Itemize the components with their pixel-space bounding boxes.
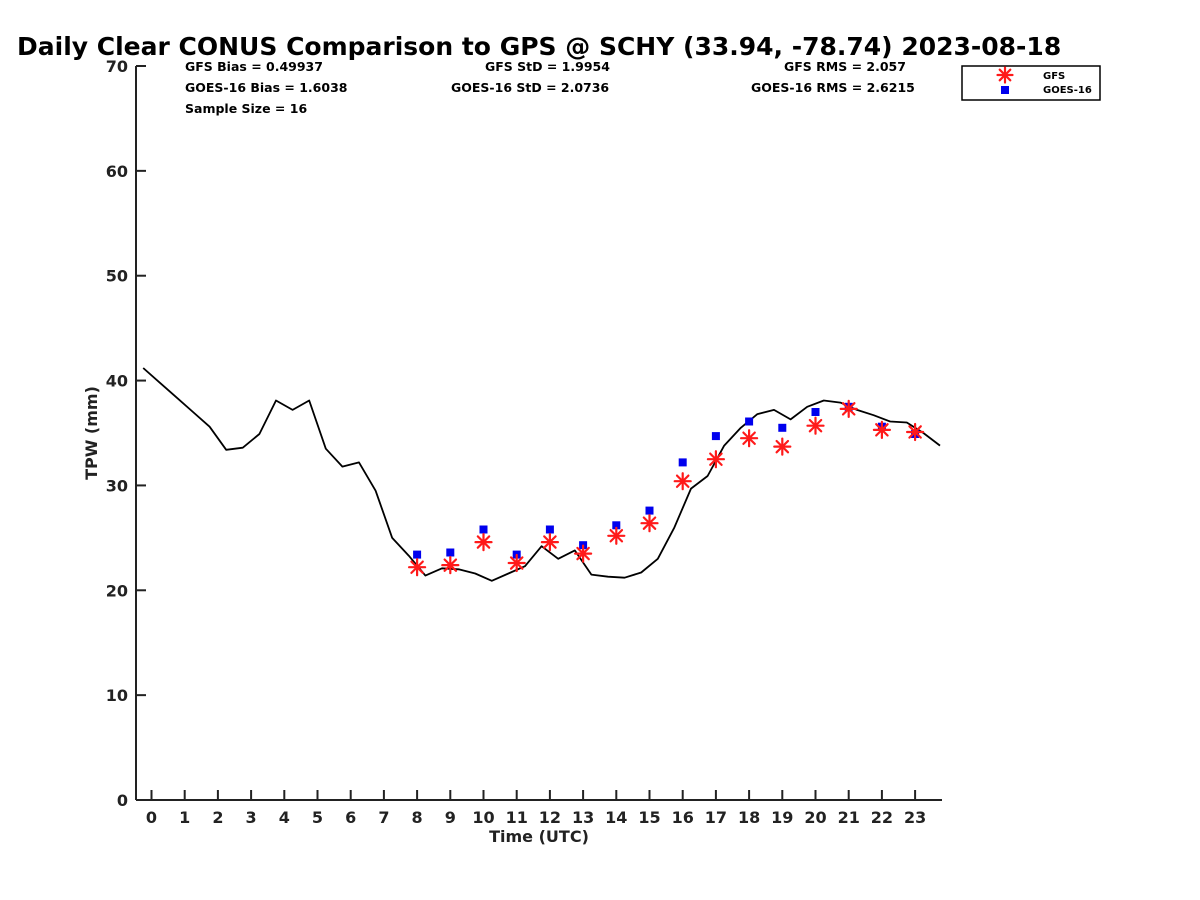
x-tick-label: 19 xyxy=(771,808,793,827)
gfs-std-text: GFS StD = 1.9954 xyxy=(485,59,610,74)
legend-gfs-marker xyxy=(996,66,1014,84)
gfs-point xyxy=(739,429,759,448)
plot-axes xyxy=(135,66,942,801)
goes-point xyxy=(778,423,787,432)
legend: GFS GOES-16 xyxy=(961,65,1101,101)
x-tick-label: 12 xyxy=(539,808,561,827)
x-tick-label: 16 xyxy=(672,808,694,827)
x-tick-label: 20 xyxy=(804,808,826,827)
x-tick-label: 4 xyxy=(279,808,290,827)
x-tick-label: 18 xyxy=(738,808,760,827)
goes-point xyxy=(711,432,720,441)
gfs-point xyxy=(706,450,726,469)
gfs-point xyxy=(640,514,659,533)
x-tick-label: 21 xyxy=(838,808,860,827)
x-tick-label: 0 xyxy=(146,808,157,827)
x-tick-label: 6 xyxy=(345,808,356,827)
gfs-point xyxy=(872,420,892,439)
legend-gfs-asterisk xyxy=(996,66,1014,84)
axis-ticks: 0 1 2 3 4 5 6 7 8 9 10 11 12 13 14 15 16 17 18 19 20 21 22 2301… xyxy=(106,57,926,827)
goes-point xyxy=(413,550,422,559)
y-tick-label: 70 xyxy=(106,57,128,76)
gfs-point xyxy=(507,553,526,573)
legend-goes-marker xyxy=(1001,86,1009,94)
gfs-rms-text: GFS RMS = 2.057 xyxy=(784,59,906,74)
x-tick-label: 22 xyxy=(871,808,893,827)
marker-layer xyxy=(408,399,925,577)
y-tick-label: 0 xyxy=(117,791,128,810)
gfs-point xyxy=(573,544,593,563)
goes-point xyxy=(811,408,820,416)
y-axis-label: TPW (mm) xyxy=(82,386,101,480)
x-tick-label: 5 xyxy=(312,808,323,827)
y-tick-label: 50 xyxy=(106,267,128,286)
goes-point xyxy=(745,417,754,426)
gfs-point xyxy=(806,416,825,435)
goes-point xyxy=(545,525,554,534)
goes-std-text: GOES-16 StD = 2.0736 xyxy=(451,80,609,95)
gfs-point xyxy=(839,399,858,418)
gfs-point xyxy=(607,526,626,545)
x-tick-label: 15 xyxy=(638,808,660,827)
gfs-point xyxy=(540,532,560,552)
y-tick-label: 60 xyxy=(106,162,128,181)
goes-bias-text: GOES-16 Bias = 1.6038 xyxy=(185,80,347,95)
legend-gfs-label: GFS xyxy=(1043,71,1065,82)
x-tick-label: 14 xyxy=(605,808,627,827)
gfs-point xyxy=(474,532,493,552)
x-tick-label: 1 xyxy=(179,808,190,827)
gps-line xyxy=(142,367,941,582)
gfs-point xyxy=(441,555,460,575)
x-tick-label: 8 xyxy=(412,808,423,827)
y-tick-label: 40 xyxy=(106,372,128,391)
x-tick-label: 11 xyxy=(506,808,528,827)
goes-point xyxy=(678,458,687,467)
goes-point xyxy=(612,521,621,530)
x-tick-label: 13 xyxy=(572,808,594,827)
x-tick-label: 10 xyxy=(472,808,494,827)
chart-title: Daily Clear CONUS Comparison to GPS @ SC… xyxy=(17,32,1061,61)
gfs-point xyxy=(408,558,427,577)
y-tick-label: 20 xyxy=(106,581,128,600)
y-tick-label: 30 xyxy=(106,476,128,495)
y-tick-label: 10 xyxy=(106,686,128,705)
x-tick-label: 23 xyxy=(904,808,926,827)
goes-point xyxy=(645,506,654,515)
gps-line-layer xyxy=(142,367,941,582)
gfs-bias-text: GFS Bias = 0.49937 xyxy=(185,59,323,74)
x-tick-label: 2 xyxy=(212,808,223,827)
x-tick-label: 17 xyxy=(705,808,727,827)
legend-goes-label: GOES-16 xyxy=(1043,85,1092,96)
x-tick-label: 7 xyxy=(378,808,389,827)
x-tick-label: 3 xyxy=(246,808,257,827)
gfs-point xyxy=(905,422,925,442)
legend-box xyxy=(961,65,1101,101)
x-axis-label: Time (UTC) xyxy=(489,827,589,846)
gfs-point xyxy=(773,437,792,456)
x-tick-label: 9 xyxy=(445,808,456,827)
gfs-point xyxy=(673,472,692,491)
goes-point xyxy=(479,525,488,534)
goes-point xyxy=(446,548,455,557)
goes-rms-text: GOES-16 RMS = 2.6215 xyxy=(751,80,915,95)
sample-size-text: Sample Size = 16 xyxy=(185,101,307,116)
